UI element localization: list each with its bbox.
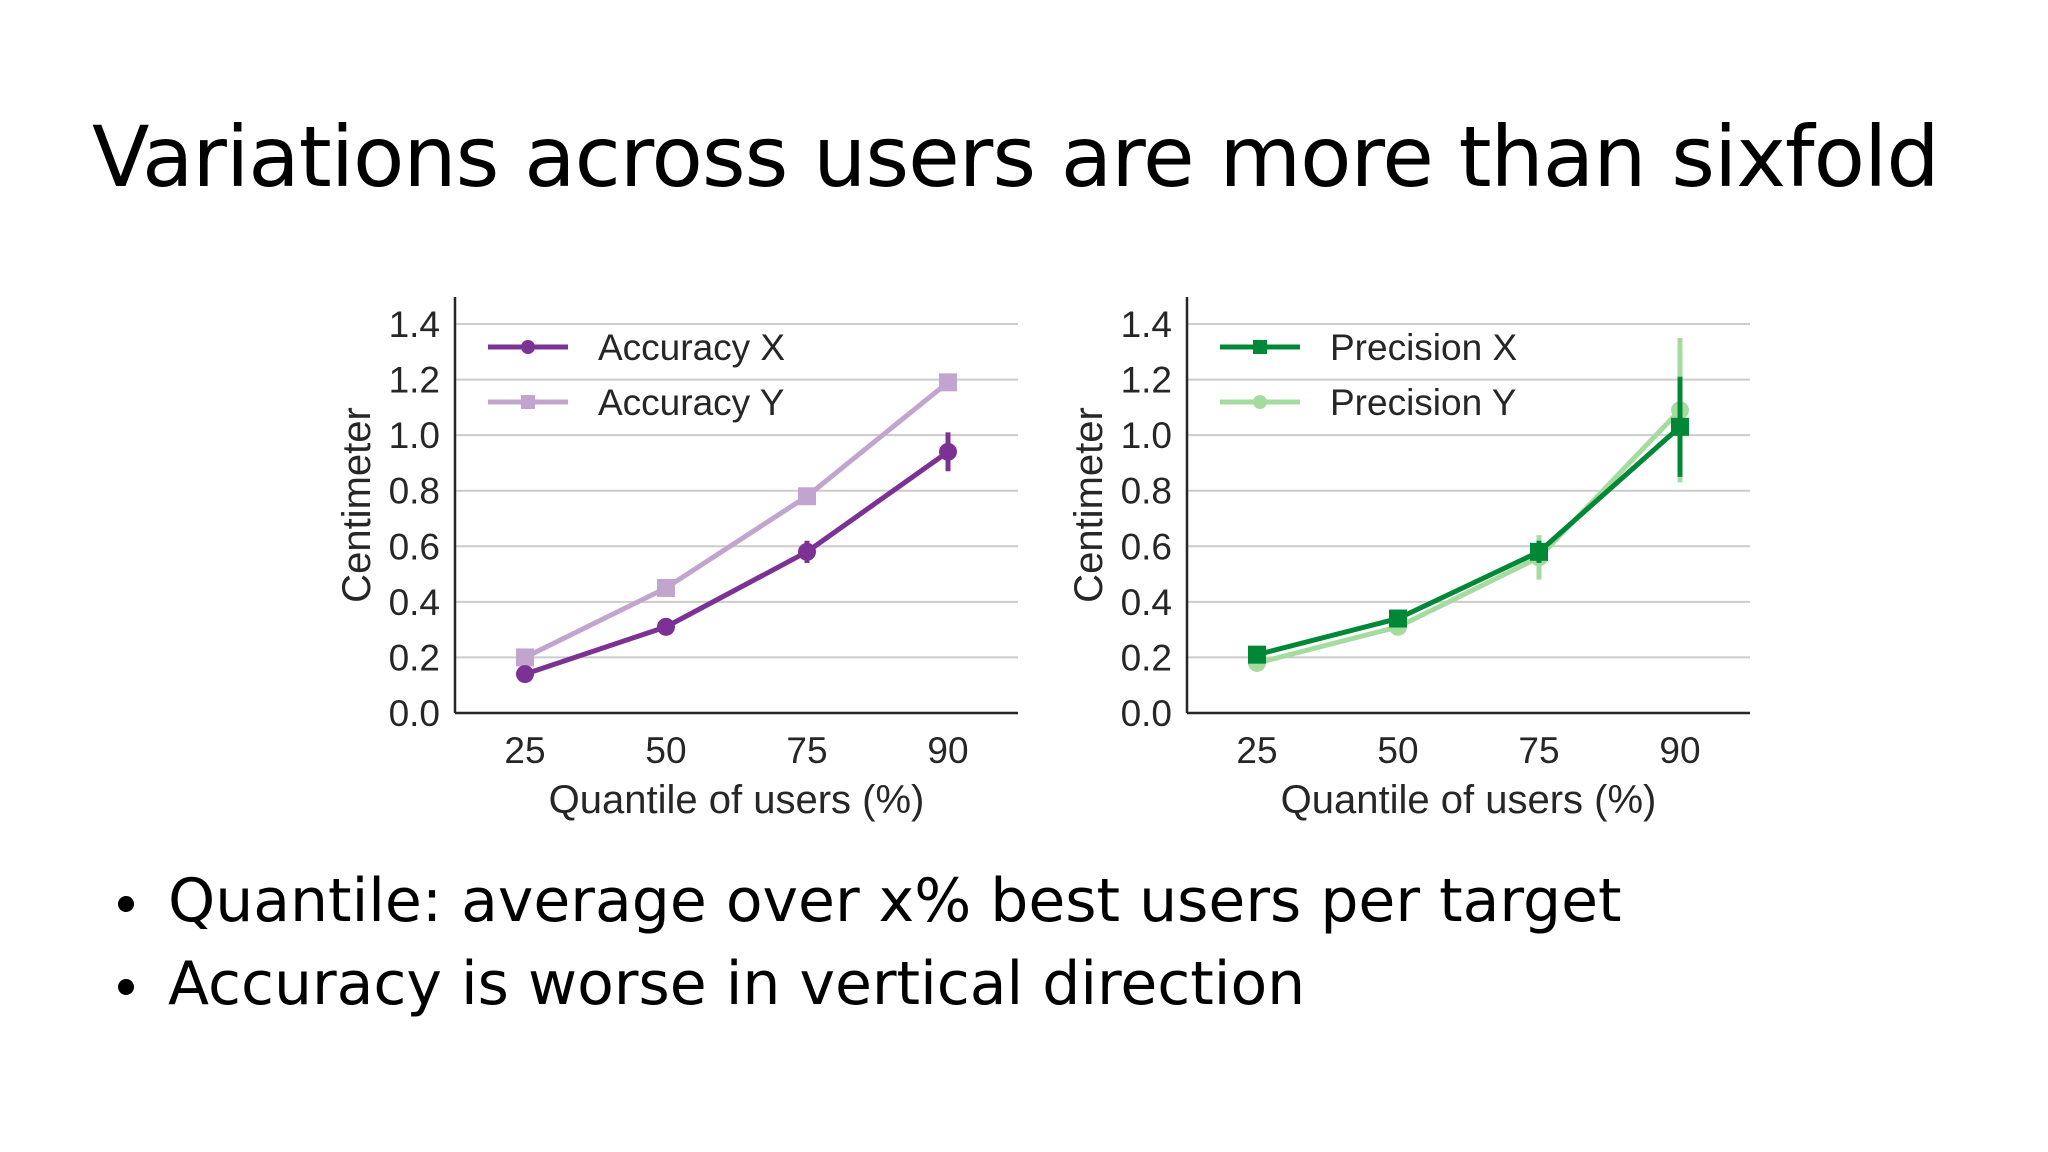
y-tick-label: 0.8: [389, 471, 440, 512]
data-point: [939, 373, 957, 392]
series-line: [523, 380, 950, 660]
legend-label: Precision Y: [1330, 382, 1516, 423]
legend-marker: [1253, 340, 1267, 354]
y-axis-label: Centimeter: [335, 407, 379, 603]
y-tick-label: 1.0: [1121, 415, 1172, 456]
y-tick-label: 0.4: [389, 582, 440, 623]
data-point: [1530, 542, 1548, 561]
legend-label: Precision X: [1330, 327, 1517, 368]
data-point: [798, 487, 816, 506]
data-point: [1671, 417, 1689, 436]
x-tick-label: 90: [927, 730, 968, 771]
y-tick-label: 0.0: [389, 693, 440, 734]
y-tick-label: 0.2: [1121, 637, 1172, 678]
y-tick-label: 0.4: [1121, 582, 1172, 623]
data-point: [798, 542, 816, 561]
y-tick-label: 0.6: [389, 526, 440, 567]
x-tick-label: 75: [786, 730, 827, 771]
bullet-text: Quantile: average over x% best users per…: [168, 866, 1622, 936]
y-tick-label: 0.2: [389, 637, 440, 678]
chart-precision: 0.0 0.2 0.4 0.6 0.8 1.0 1.2 1.4 25 50 75 90Quantile…: [1067, 297, 1750, 822]
y-tick-label: 0.8: [1121, 471, 1172, 512]
data-point: [516, 665, 534, 684]
series-line: [524, 449, 950, 677]
x-tick-label: 50: [1377, 730, 1418, 771]
x-tick-label: 25: [1236, 730, 1277, 771]
legend-label: Accuracy X: [598, 327, 785, 368]
y-tick-label: 1.2: [1121, 360, 1172, 401]
x-axis-label: Quantile of users (%): [549, 778, 925, 822]
legend-label: Accuracy Y: [598, 382, 784, 423]
chart-accuracy: 0.0 0.2 0.4 0.6 0.8 1.0 1.2 1.4 25 50 75 90Quantile…: [335, 297, 1018, 822]
series-line: [1256, 424, 1682, 658]
x-axis-label: Quantile of users (%): [1281, 778, 1657, 822]
bullet-dot: [118, 979, 134, 995]
slide-title: Variations across users are more than si…: [92, 108, 1940, 206]
bullet-item: Accuracy is worse in vertical direction: [110, 943, 1622, 1026]
bullet-text: Accuracy is worse in vertical direction: [168, 949, 1306, 1019]
data-point: [1248, 645, 1266, 664]
legend-marker: [1253, 395, 1267, 409]
bullet-list: Quantile: average over x% best users per…: [110, 860, 1622, 1026]
x-tick-label: 90: [1659, 730, 1700, 771]
x-tick-label: 25: [504, 730, 545, 771]
data-point: [939, 442, 957, 461]
data-point: [657, 617, 675, 636]
y-tick-label: 1.4: [1121, 304, 1172, 345]
y-tick-label: 0.6: [1121, 526, 1172, 567]
y-axis-label: Centimeter: [1067, 407, 1111, 603]
bullet-dot: [118, 896, 134, 912]
bullet-item: Quantile: average over x% best users per…: [110, 860, 1622, 943]
legend-marker: [521, 340, 535, 354]
x-tick-label: 50: [645, 730, 686, 771]
data-point: [516, 648, 534, 667]
legend-marker: [521, 395, 535, 409]
data-point: [657, 578, 675, 597]
y-tick-label: 1.4: [389, 304, 440, 345]
y-tick-label: 0.0: [1121, 693, 1172, 734]
y-tick-label: 1.0: [389, 415, 440, 456]
data-point: [1389, 609, 1407, 628]
y-tick-label: 1.2: [389, 360, 440, 401]
series-line: [1256, 408, 1682, 666]
x-tick-label: 75: [1518, 730, 1559, 771]
